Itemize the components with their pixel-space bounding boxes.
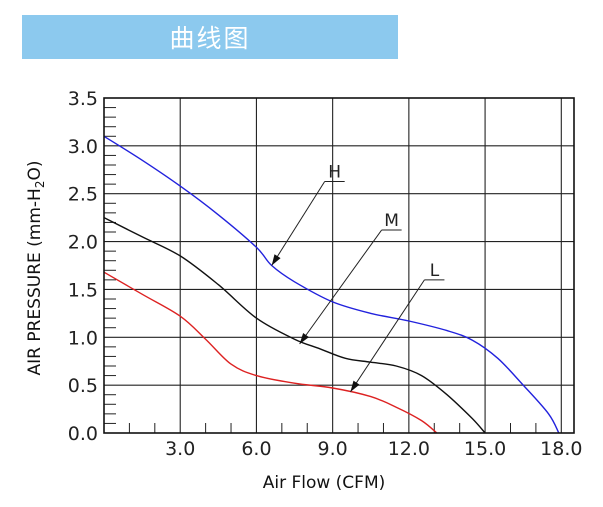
plot-frame <box>103 97 575 434</box>
chart-title-banner: 曲线图 <box>22 15 398 59</box>
x-axis-title: Air Flow (CFM) <box>263 473 386 493</box>
y-tick-label: 2.0 <box>68 232 98 254</box>
series-label-m: M <box>384 211 399 231</box>
y-tick-label: 2.5 <box>68 184 98 206</box>
annotation-l: L <box>350 261 445 393</box>
y-tick-label: 1.0 <box>68 327 98 349</box>
x-tick-labels: 3.0 6.0 9.0 12.0 15.0 18.0 <box>165 438 582 460</box>
x-tick-label: 6.0 <box>241 438 271 460</box>
series-line-h <box>103 135 560 434</box>
annotation-h: H <box>271 163 345 266</box>
annotation-arrowhead <box>350 380 360 392</box>
annotation-leader <box>299 229 383 345</box>
x-tick-label: 18.0 <box>540 438 582 460</box>
series-line-l <box>103 271 438 434</box>
x-tick-label: 15.0 <box>464 438 506 460</box>
series-lines <box>103 135 560 434</box>
series-label-l: L <box>430 261 440 281</box>
x-tick-label: 12.0 <box>388 438 430 460</box>
annotation-arrowhead <box>299 332 309 344</box>
y-tick-label: 0.0 <box>68 423 98 445</box>
grid <box>104 97 574 434</box>
y-tick-label: 0.5 <box>68 375 98 397</box>
y-tick-label: 3.0 <box>68 136 98 158</box>
series-annotations: H M L <box>271 163 445 393</box>
x-tick-label: 3.0 <box>165 438 195 460</box>
y-tick-label: 1.5 <box>68 279 98 301</box>
annotation-leader <box>350 279 425 393</box>
annotation-leader <box>271 181 326 266</box>
series-label-h: H <box>328 163 341 183</box>
annotation-arrowhead <box>271 254 281 266</box>
annotation-m: M <box>299 211 402 345</box>
y-tick-label: 3.5 <box>68 88 98 110</box>
series-line-m <box>103 216 486 434</box>
y-tick-labels: 0.0 0.5 1.0 1.5 2.0 2.5 3.0 3.5 <box>68 88 98 445</box>
y-axis-title: AIR PRESSURE (mm-H2O) <box>25 161 47 376</box>
minor-ticks <box>104 107 537 433</box>
x-tick-label: 9.0 <box>318 438 348 460</box>
